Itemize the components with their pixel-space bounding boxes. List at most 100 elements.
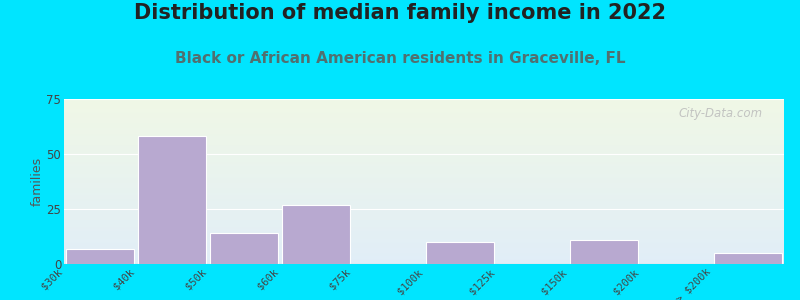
Bar (64, 205, 784, 206)
Bar (64, 185, 784, 186)
Bar (64, 172, 784, 173)
Bar (64, 122, 784, 123)
Bar (64, 209, 784, 210)
Bar (64, 210, 784, 211)
Bar (64, 239, 784, 240)
Bar (64, 233, 784, 234)
Bar (64, 118, 784, 119)
Bar (64, 160, 784, 162)
Bar (64, 152, 784, 153)
Bar (64, 255, 784, 256)
Bar (64, 155, 784, 156)
Bar (64, 151, 784, 152)
Bar (64, 244, 784, 245)
Bar (64, 107, 784, 108)
Bar (64, 166, 784, 167)
Bar (64, 194, 784, 195)
Bar (64, 234, 784, 236)
Bar (64, 153, 784, 154)
Bar (64, 116, 784, 117)
Bar (64, 188, 784, 189)
Bar (64, 128, 784, 129)
Bar (64, 179, 784, 180)
Bar (64, 114, 784, 116)
Bar (64, 121, 784, 122)
Bar (64, 246, 784, 247)
Bar (64, 260, 784, 261)
Bar (64, 183, 784, 184)
Bar (64, 120, 784, 121)
Bar (64, 219, 784, 220)
Text: City-Data.com: City-Data.com (678, 107, 762, 120)
Bar (64, 168, 784, 169)
Bar (64, 100, 784, 101)
Bar (64, 111, 784, 112)
Bar (66, 249, 134, 264)
Bar (714, 253, 782, 264)
Bar (64, 130, 784, 131)
Bar (64, 223, 784, 224)
Bar (64, 263, 784, 264)
Bar (64, 137, 784, 139)
Bar (64, 162, 784, 163)
Bar (64, 229, 784, 230)
Bar (64, 109, 784, 110)
Bar (64, 221, 784, 222)
Bar (64, 189, 784, 190)
Bar (64, 193, 784, 194)
Bar (64, 176, 784, 177)
Bar (64, 203, 784, 205)
Bar (64, 254, 784, 255)
Bar (64, 228, 784, 229)
Bar (64, 101, 784, 102)
Bar (64, 173, 784, 174)
Bar (64, 207, 784, 208)
Bar (64, 175, 784, 176)
Bar (138, 136, 206, 264)
Bar (64, 145, 784, 146)
Bar (64, 148, 784, 150)
Bar (64, 216, 784, 217)
Bar (64, 157, 784, 158)
Bar (64, 249, 784, 250)
Bar (64, 240, 784, 241)
Bar (64, 253, 784, 254)
Bar (64, 134, 784, 135)
Bar (64, 125, 784, 127)
Bar (64, 241, 784, 242)
Bar (64, 195, 784, 196)
Bar (64, 131, 784, 132)
Bar (64, 169, 784, 170)
Bar (64, 112, 784, 113)
Bar (64, 139, 784, 140)
Bar (64, 197, 784, 198)
Bar (64, 252, 784, 253)
Bar (570, 240, 638, 264)
Bar (64, 256, 784, 257)
Bar (64, 214, 784, 216)
Bar (64, 196, 784, 197)
Bar (64, 242, 784, 243)
Bar (64, 140, 784, 141)
Bar (64, 167, 784, 168)
Bar (64, 123, 784, 124)
Bar (64, 230, 784, 231)
Bar (64, 174, 784, 175)
Bar (64, 236, 784, 238)
Bar (64, 117, 784, 118)
Bar (64, 243, 784, 244)
Bar (64, 238, 784, 239)
Bar (64, 222, 784, 223)
Bar (64, 141, 784, 142)
Bar (64, 135, 784, 136)
Bar (64, 124, 784, 125)
Bar (64, 102, 784, 104)
Bar (64, 224, 784, 226)
Bar (64, 103, 784, 104)
Bar (64, 190, 784, 191)
Bar (64, 106, 784, 107)
Bar (64, 133, 784, 134)
Bar (64, 245, 784, 246)
Bar (64, 199, 784, 200)
Bar (64, 154, 784, 155)
